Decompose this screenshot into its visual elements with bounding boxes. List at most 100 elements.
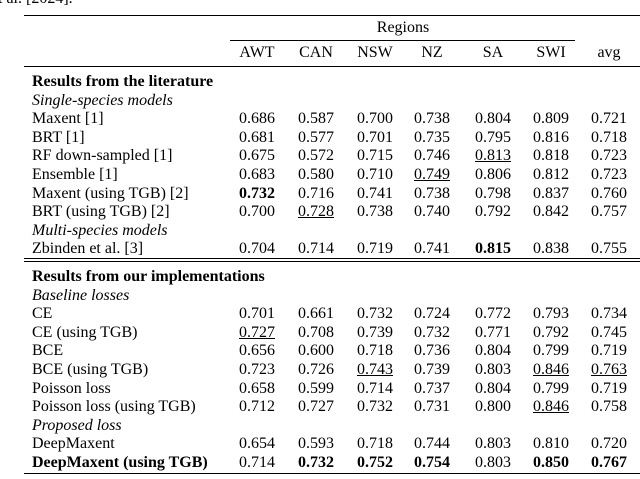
column-group-header: Regions xyxy=(376,19,430,36)
caption-fragment: t al. [2024]. xyxy=(0,0,73,8)
row-label: Ensemble [1] xyxy=(32,166,118,183)
cell: 0.804 xyxy=(475,110,511,128)
section-title: Results from the literature xyxy=(32,73,214,90)
cell: 0.798 xyxy=(475,184,511,202)
cell: 0.755 xyxy=(591,240,627,258)
cell: 0.738 xyxy=(414,184,450,202)
column-header: SWI xyxy=(536,44,566,61)
cell: 0.723 xyxy=(591,147,627,165)
row-label: Maxent (using TGB) [2] xyxy=(32,184,189,202)
cell: 0.799 xyxy=(533,342,569,360)
cell: 0.732 xyxy=(414,323,450,341)
cell: 0.593 xyxy=(298,435,334,453)
cell: 0.793 xyxy=(533,305,569,323)
row-label: Maxent [1] xyxy=(32,110,104,128)
cell: 0.587 xyxy=(298,110,334,128)
cell: 0.701 xyxy=(239,305,275,323)
cell: 0.803 xyxy=(475,361,511,378)
group-title: Multi-species models xyxy=(32,221,168,239)
cell: 0.731 xyxy=(414,398,450,416)
cell: 0.718 xyxy=(357,435,393,453)
cell: 0.810 xyxy=(533,435,569,453)
column-header: CAN xyxy=(299,44,333,61)
cell: 0.732 xyxy=(298,454,334,471)
cell: 0.714 xyxy=(239,454,275,471)
cell: 0.816 xyxy=(533,128,569,146)
cell: 0.719 xyxy=(591,342,627,360)
cell: 0.757 xyxy=(591,203,627,221)
group-title: Proposed loss xyxy=(32,416,122,434)
cell: 0.838 xyxy=(533,240,569,258)
cell: 0.736 xyxy=(414,342,450,360)
cell: 0.842 xyxy=(533,203,569,221)
cell: 0.739 xyxy=(357,323,393,341)
cell: 0.734 xyxy=(591,305,627,323)
row-label: CE (using TGB) xyxy=(32,323,138,341)
cell: 0.758 xyxy=(591,398,627,416)
cell: 0.720 xyxy=(591,435,627,453)
cell: 0.741 xyxy=(357,184,393,202)
group-rule xyxy=(230,40,575,41)
column-header: AWT xyxy=(239,44,275,61)
cell: 0.739 xyxy=(414,361,450,378)
cell: 0.846 xyxy=(533,398,569,416)
row-label: RF down-sampled [1] xyxy=(32,147,173,165)
row-label: BCE xyxy=(32,342,64,360)
group-title: Single-species models xyxy=(32,91,173,109)
cell: 0.726 xyxy=(298,361,334,378)
cell: 0.700 xyxy=(239,203,275,221)
cell: 0.744 xyxy=(414,435,450,453)
row-label: DeepMaxent xyxy=(32,435,115,453)
cell: 0.795 xyxy=(475,128,511,146)
row-label: Poisson loss xyxy=(32,379,111,397)
cell: 0.599 xyxy=(298,379,334,397)
cell: 0.792 xyxy=(475,203,511,221)
cell: 0.708 xyxy=(298,323,334,341)
section-rule xyxy=(24,258,640,259)
cell: 0.809 xyxy=(533,110,569,128)
row-label: DeepMaxent (using TGB) xyxy=(32,454,208,471)
column-header: SA xyxy=(482,44,504,61)
cell: 0.683 xyxy=(239,166,275,183)
cell: 0.737 xyxy=(414,379,450,397)
header-rule xyxy=(24,66,640,67)
cell: 0.743 xyxy=(357,361,393,378)
cell: 0.727 xyxy=(298,398,334,416)
cell: 0.850 xyxy=(533,454,569,471)
cell: 0.700 xyxy=(357,110,393,128)
cell: 0.813 xyxy=(475,147,511,165)
cell: 0.732 xyxy=(239,184,275,202)
cell: 0.749 xyxy=(414,166,450,183)
cell: 0.752 xyxy=(357,454,393,471)
cell: 0.754 xyxy=(414,454,450,471)
cell: 0.815 xyxy=(475,240,511,258)
cell: 0.738 xyxy=(357,203,393,221)
group-title: Baseline losses xyxy=(32,286,130,304)
cell: 0.727 xyxy=(239,323,275,341)
cell: 0.746 xyxy=(414,147,450,165)
row-label: Zbinden et al. [3] xyxy=(32,240,144,258)
section-title: Results from our implementations xyxy=(32,268,265,285)
cell: 0.732 xyxy=(357,398,393,416)
cell: 0.767 xyxy=(591,454,627,471)
cell: 0.723 xyxy=(239,361,275,378)
cell: 0.600 xyxy=(298,342,334,360)
cell: 0.723 xyxy=(591,166,627,183)
cell: 0.804 xyxy=(475,342,511,360)
cell: 0.686 xyxy=(239,110,275,128)
cell: 0.658 xyxy=(239,379,275,397)
column-header: avg xyxy=(597,44,621,61)
cell: 0.740 xyxy=(414,203,450,221)
cell: 0.803 xyxy=(475,435,511,453)
cell: 0.738 xyxy=(414,110,450,128)
cell: 0.715 xyxy=(357,147,393,165)
cell: 0.772 xyxy=(475,305,511,323)
cell: 0.846 xyxy=(533,361,569,378)
cell: 0.719 xyxy=(357,240,393,258)
cell: 0.716 xyxy=(298,184,334,202)
row-label: BRT (using TGB) [2] xyxy=(32,203,170,221)
cell: 0.837 xyxy=(533,184,569,202)
cell: 0.735 xyxy=(414,128,450,146)
cell: 0.577 xyxy=(298,128,334,146)
